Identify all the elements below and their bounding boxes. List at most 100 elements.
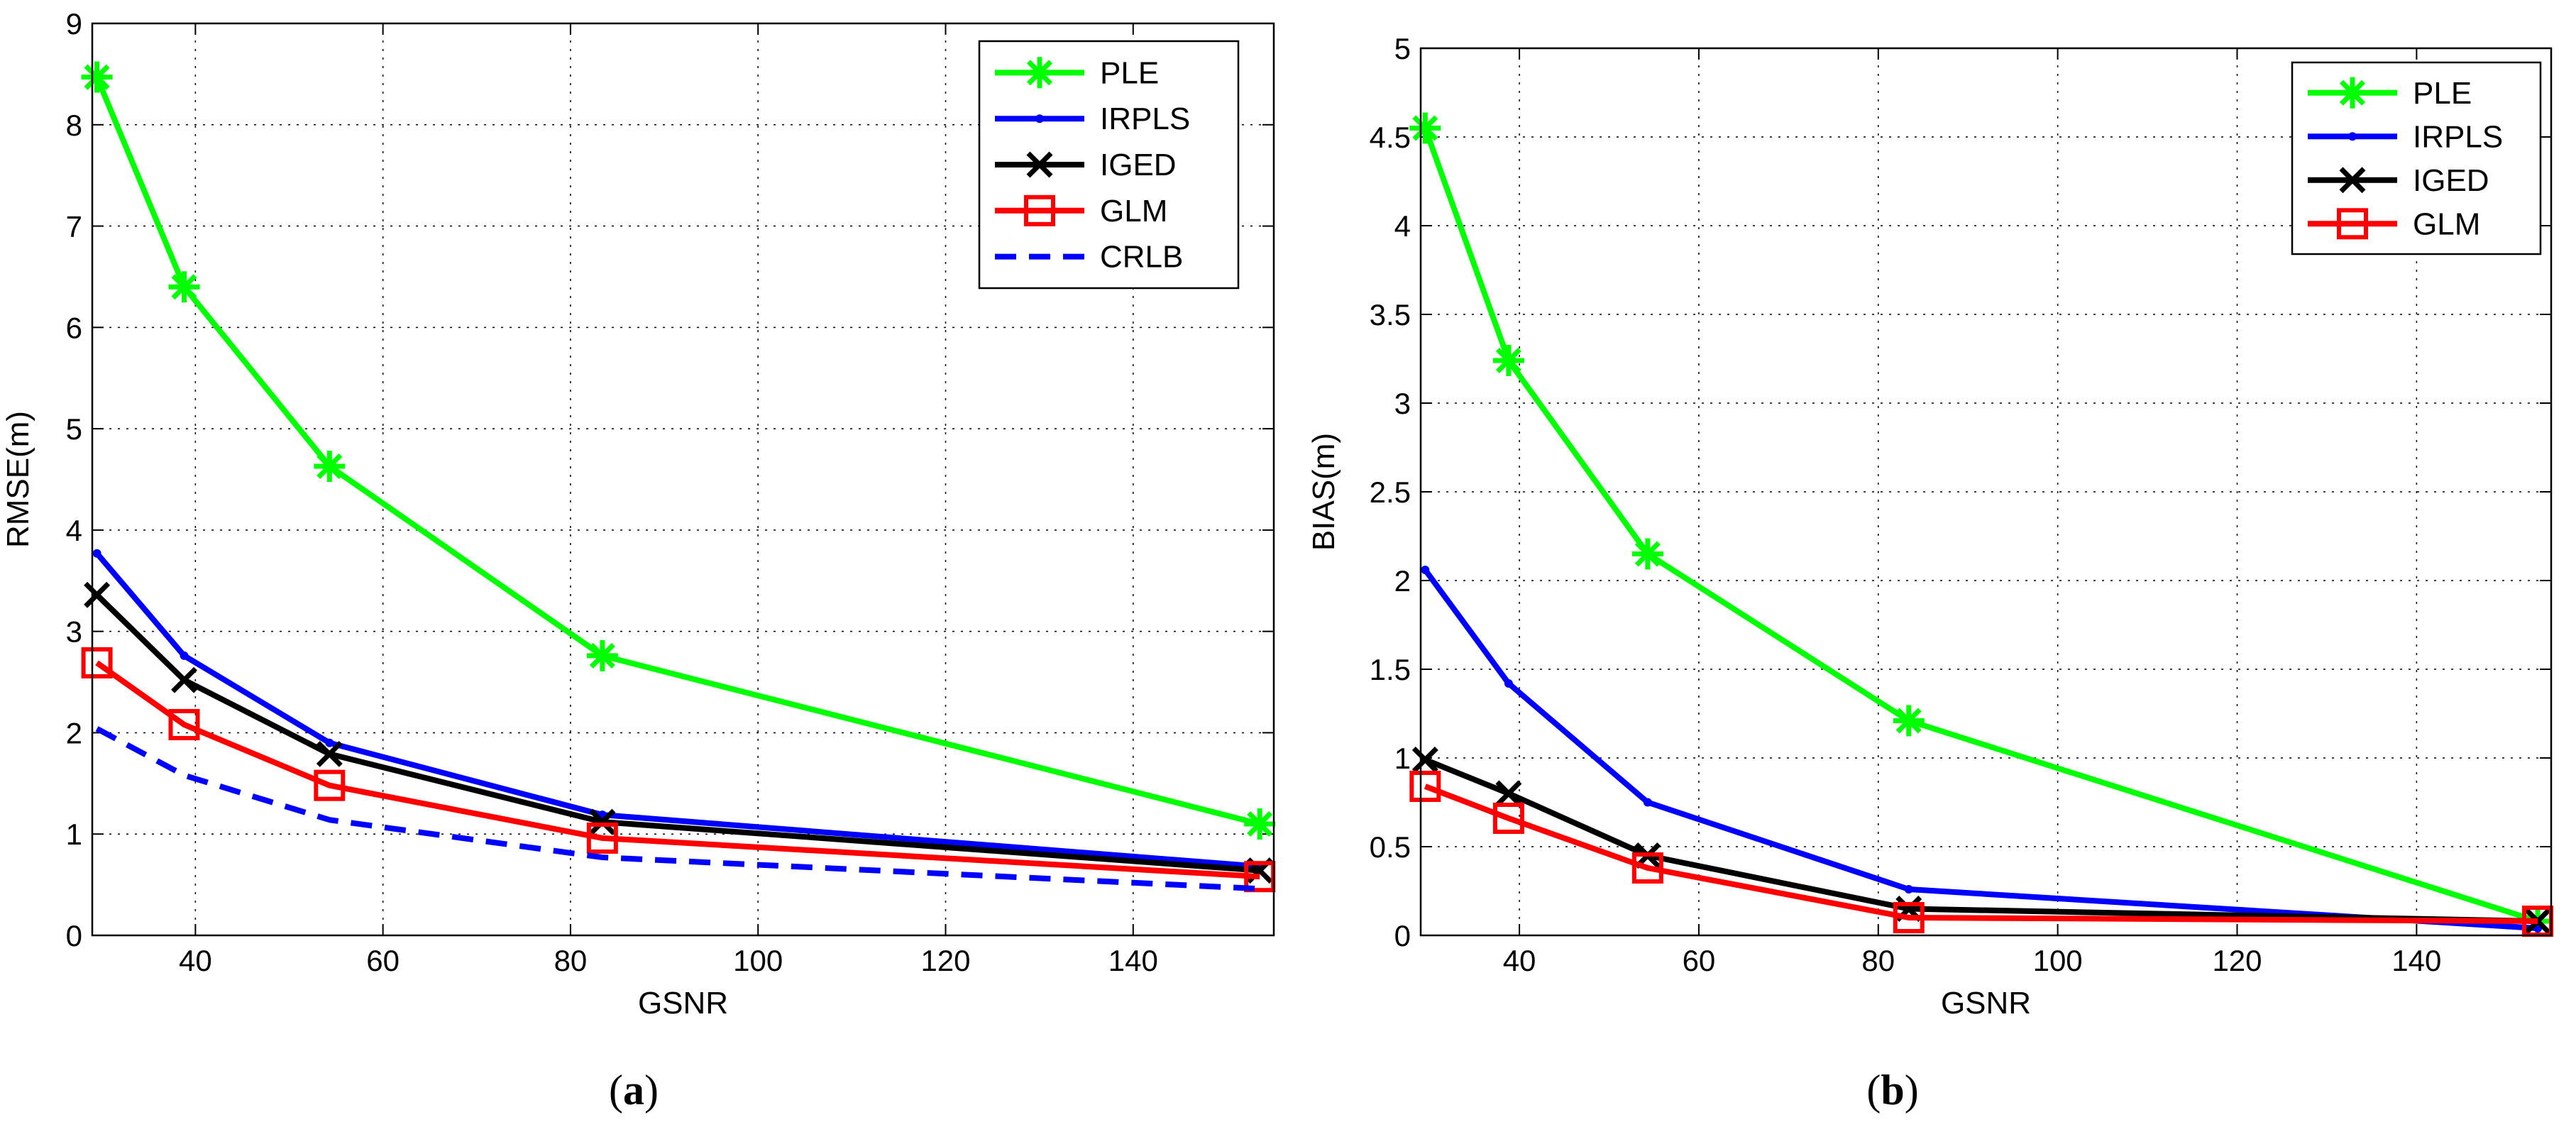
x-tick-label: 140 <box>1108 944 1158 977</box>
data-point-irpls <box>1504 679 1513 688</box>
x-tick-label: 140 <box>2391 944 2441 977</box>
marker-ple-stroke <box>84 64 110 90</box>
y-tick-label: 4 <box>1394 209 1411 243</box>
legend-marker-ple-stroke <box>1026 60 1053 86</box>
legend-label-ple: PLE <box>1100 55 1159 90</box>
chart-rmse: 40 60 80 100 120 140 0 1 2 3 4 5 6 7 8 9 GSNR RMSE(m) PLE I… <box>1 7 1276 1021</box>
chart-bias: 40 60 80 100 120 140 0 0.5 1 1.5 2 2.5 3 3.5 4 4.5 5 GSNR… <box>1306 32 2554 1021</box>
data-point-iged <box>1411 747 1438 773</box>
y-tick-label: 0 <box>66 919 82 952</box>
data-point-glm <box>1409 771 1441 802</box>
marker-ple-stroke <box>317 453 343 479</box>
x-axis-label: GSNR <box>1941 986 2031 1021</box>
series-line-glm <box>95 660 1260 880</box>
data-point-ple <box>81 61 113 93</box>
legend-marker-iged-stroke <box>2339 167 2366 194</box>
legend-label-crlb: CRLB <box>1100 240 1183 275</box>
x-tick-label: 60 <box>366 944 400 977</box>
legend-marker-ple-stroke <box>2339 79 2366 106</box>
marker-ple-stroke <box>1247 810 1273 837</box>
caption-a: (a) <box>609 1067 659 1114</box>
y-tick-label: 2 <box>66 716 82 749</box>
y-axis-label: BIAS(m) <box>1306 433 1341 551</box>
series-group <box>81 61 1276 893</box>
y-tick-label: 3.5 <box>1370 298 1411 331</box>
data-point-iged <box>84 581 111 608</box>
marker-ple-stroke <box>1412 115 1438 141</box>
marker-iged-stroke <box>316 740 343 767</box>
legend-label-iged: IGED <box>1100 148 1177 182</box>
grid <box>1421 48 2551 935</box>
marker-glm-box <box>1893 902 1925 933</box>
marker-ple-stroke <box>171 274 197 300</box>
legend-label-ple: PLE <box>2413 76 2472 111</box>
y-tick-label: 1 <box>66 818 82 851</box>
axes: 40 60 80 100 120 140 0 0.5 1 1.5 2 2.5 3 3.5 4 4.5 5 <box>1370 32 2551 977</box>
data-point-glm <box>586 822 618 854</box>
data-point-ple <box>1409 112 1441 144</box>
y-tick-label: 7 <box>66 210 82 243</box>
series-line-crlb <box>95 726 1260 892</box>
legend-marker-glm-box <box>1024 194 1055 226</box>
data-point-ple <box>314 450 346 482</box>
x-tick-label: 40 <box>1503 944 1536 977</box>
data-point-irpls <box>325 738 334 747</box>
caption-a-label: a <box>623 1067 644 1114</box>
y-tick-label: 2 <box>1394 564 1411 598</box>
data-point-irpls <box>1904 885 1913 894</box>
y-tick-label: 5 <box>66 412 82 446</box>
legend: PLE IRPLS IGED GLM CRLB <box>978 40 1240 290</box>
y-tick-label: 1.5 <box>1370 653 1411 686</box>
axes-box <box>91 22 1275 937</box>
data-point-irpls <box>92 549 101 558</box>
y-tick-label: 4 <box>66 514 82 547</box>
y-tick-label: 4.5 <box>1370 121 1411 154</box>
marker-glm-box <box>314 769 346 801</box>
data-point-irpls <box>1643 798 1652 807</box>
y-tick-label: 8 <box>66 109 82 142</box>
marker-glm-box <box>586 822 618 854</box>
x-tick-label: 40 <box>179 944 212 977</box>
data-point-ple <box>1492 345 1524 376</box>
marker-iged-stroke <box>1495 780 1522 807</box>
x-tick-label: 120 <box>2212 944 2262 977</box>
x-tick-label: 60 <box>1683 944 1716 977</box>
x-tick-label: 80 <box>554 944 588 977</box>
axes-box <box>1419 47 2553 937</box>
marker-irpls-dot <box>92 549 101 558</box>
legend-marker-iged-stroke <box>1026 151 1053 178</box>
y-axis-label: RMSE(m) <box>1 411 35 548</box>
caption-b: (b) <box>1866 1067 1918 1114</box>
marker-irpls-dot <box>1904 885 1913 894</box>
legend-marker-irpls-dot <box>2348 132 2357 141</box>
marker-glm-box <box>81 647 113 678</box>
data-point-ple <box>1244 808 1276 840</box>
x-tick-label: 100 <box>733 944 783 977</box>
legend-marker-irpls-dot <box>1035 114 1044 123</box>
marker-iged-stroke <box>84 581 111 608</box>
marker-irpls-dot <box>1421 566 1430 574</box>
y-tick-label: 0.5 <box>1370 830 1411 864</box>
marker-iged-stroke <box>1411 747 1438 773</box>
x-tick-label: 100 <box>2033 944 2083 977</box>
marker-ple-stroke <box>1495 347 1521 374</box>
marker-iged-stroke <box>589 808 616 835</box>
y-tick-label: 3 <box>1394 387 1411 420</box>
legend-label-irpls: IRPLS <box>2413 119 2503 154</box>
axes: 40 60 80 100 120 140 0 1 2 3 4 5 6 7 8 9 <box>66 7 1274 977</box>
marker-ple-stroke <box>589 642 615 669</box>
data-point-glm <box>168 709 200 741</box>
data-point-irpls <box>180 651 189 660</box>
legend: PLE IRPLS IGED GLM <box>2291 61 2542 255</box>
marker-ple-stroke <box>1895 708 1922 734</box>
legend-label-iged: IGED <box>2413 163 2489 198</box>
marker-glm-box <box>168 709 200 741</box>
data-point-iged <box>1495 780 1522 807</box>
legend-label-glm: GLM <box>1100 194 1167 229</box>
y-tick-label: 5 <box>1394 32 1411 65</box>
marker-ple-stroke <box>1634 541 1661 567</box>
data-point-glm <box>1492 803 1524 834</box>
data-point-glm <box>81 647 113 678</box>
y-tick-label: 3 <box>66 615 82 649</box>
